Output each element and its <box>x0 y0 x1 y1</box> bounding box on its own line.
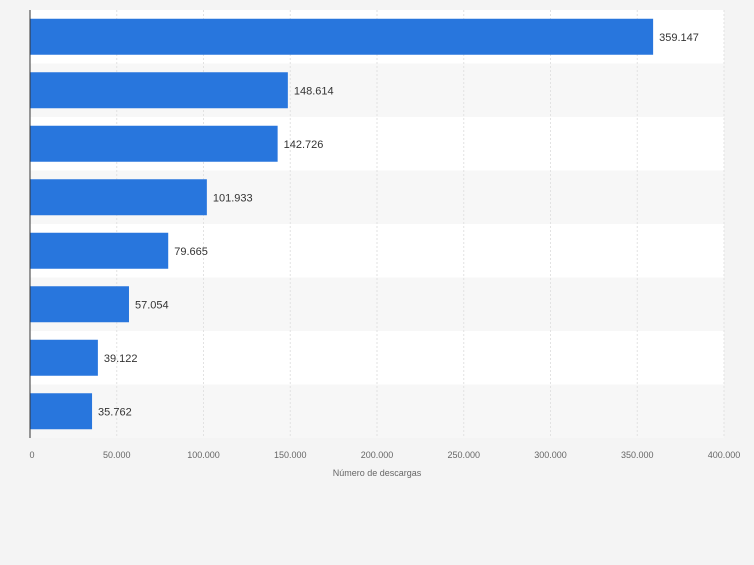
x-tick-label: 300.000 <box>534 450 567 460</box>
x-tick-label: 0 <box>29 450 34 460</box>
bar[interactable] <box>30 339 98 376</box>
x-axis-title: Número de descargas <box>333 468 422 478</box>
bar[interactable] <box>30 179 207 216</box>
x-tick-label: 100.000 <box>187 450 220 460</box>
x-tick-label: 50.000 <box>103 450 131 460</box>
bar-value-label: 101.933 <box>213 192 253 204</box>
value-labels: 359.147 148.614 142.726 101.933 79.665 57.054… <box>98 32 699 419</box>
bar-value-label: 142.726 <box>284 139 324 151</box>
bar-value-label: 148.614 <box>294 85 334 97</box>
bar[interactable] <box>30 232 169 269</box>
bar-value-label: 79.665 <box>174 246 208 258</box>
x-tick-label: 250.000 <box>447 450 480 460</box>
bar-value-label: 359.147 <box>659 32 699 44</box>
grid-lines <box>116 10 725 438</box>
bar-value-label: 57.054 <box>135 299 169 311</box>
bar[interactable] <box>30 125 278 162</box>
bar[interactable] <box>30 286 129 323</box>
bars <box>30 18 654 430</box>
x-tick-label: 350.000 <box>621 450 654 460</box>
bar-value-label: 39.122 <box>104 353 138 365</box>
bar[interactable] <box>30 72 288 109</box>
x-tick-label: 400.000 <box>708 450 741 460</box>
bar[interactable] <box>30 393 93 430</box>
bar-value-label: 35.762 <box>98 406 132 418</box>
x-tick-labels: 0 50.000 100.000 150.000 200.000 250.000 300.0… <box>29 450 740 460</box>
x-tick-label: 200.000 <box>361 450 394 460</box>
bar[interactable] <box>30 18 654 55</box>
x-tick-label: 150.000 <box>274 450 307 460</box>
